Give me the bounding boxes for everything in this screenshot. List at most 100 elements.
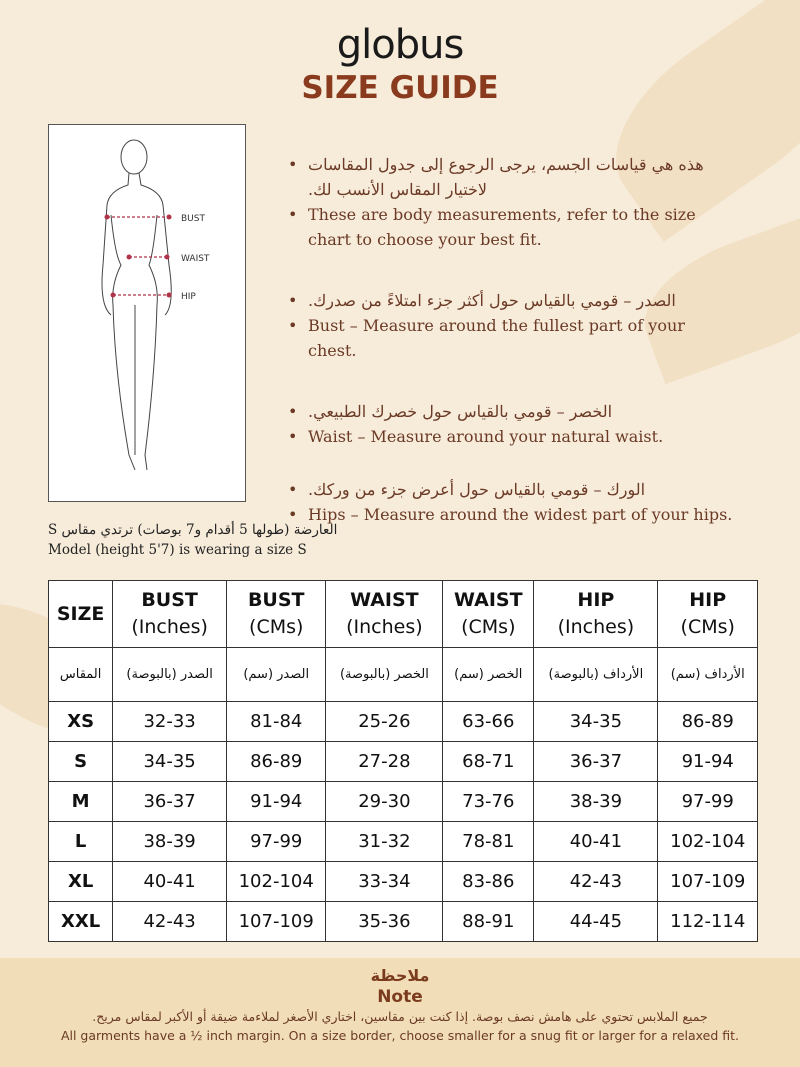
- column-header-unit: (Inches): [346, 616, 423, 638]
- measurement-cell: 27-28: [325, 741, 444, 782]
- body-measurement-figure: BUST WAIST HIP: [48, 124, 246, 502]
- size-cell: L: [47, 821, 114, 862]
- column-header-main: SIZE: [56, 602, 105, 625]
- column-header-arabic: الأرداف (سم): [657, 647, 758, 702]
- measurement-cell: 33-34: [325, 861, 444, 902]
- size-cell: XL: [47, 861, 114, 902]
- column-header-main: WAIST: [454, 589, 523, 611]
- measurement-cell: 91-94: [657, 741, 758, 782]
- column-header-unit: (Inches): [131, 616, 208, 638]
- table-row: M 36-37 91-94 29-30 73-76 38-39 97-99: [47, 781, 758, 822]
- size-cell: XS: [47, 701, 114, 742]
- column-header-arabic: الخصر (سم): [442, 647, 535, 702]
- instruction-bust: الصدر – قومي بالقياس حول أكثر جزء امتلاء…: [288, 288, 738, 363]
- instruction-en: Hips – Measure around the widest part of…: [288, 502, 738, 527]
- column-header: HIP (Inches): [533, 580, 659, 648]
- instruction-ar: الخصر – قومي بالقياس حول خصرك الطبيعي.: [288, 399, 738, 424]
- table-row: L 38-39 97-99 31-32 78-81 40-41 102-104: [47, 821, 758, 862]
- brand-logo: globus: [336, 22, 465, 68]
- instruction-en: Waist – Measure around your natural wais…: [288, 424, 738, 449]
- instruction-ar: الورك – قومي بالقياس حول أعرض جزء من ورك…: [288, 477, 738, 502]
- measurement-cell: 78-81: [442, 821, 535, 862]
- table-body: XS 32-33 81-84 25-26 63-66 34-35 86-89 S 34-35 86…: [47, 701, 758, 942]
- column-header-main: HIP: [577, 589, 615, 611]
- column-header-main: WAIST: [350, 589, 419, 611]
- note-text-ar: جميع الملابس تحتوي على هامش نصف بوصة. إذ…: [92, 1009, 708, 1024]
- measurement-cell: 86-89: [225, 741, 327, 782]
- measurement-cell: 40-41: [112, 861, 227, 902]
- measurement-cell: 38-39: [112, 821, 227, 862]
- measurement-cell: 107-109: [225, 901, 327, 942]
- measurement-cell: 34-35: [533, 701, 659, 742]
- column-header-arabic: المقاس: [47, 647, 114, 702]
- measurement-cell: 107-109: [657, 861, 758, 902]
- measurement-cell: 102-104: [225, 861, 327, 902]
- measurement-cell: 83-86: [442, 861, 535, 902]
- size-chart-table: SIZE BUST (Inches) BUST (CMs) WAIST (Inches) WA…: [47, 580, 758, 942]
- table-row: XL 40-41 102-104 33-34 83-86 42-43 107-109: [47, 861, 758, 902]
- measurement-cell: 31-32: [325, 821, 444, 862]
- instruction-general: هذه هي قياسات الجسم، يرجى الرجوع إلى جدو…: [288, 152, 738, 252]
- measurement-cell: 25-26: [325, 701, 444, 742]
- column-header-unit: (CMs): [249, 616, 304, 638]
- column-header: HIP (CMs): [657, 580, 758, 648]
- measurement-cell: 81-84: [225, 701, 327, 742]
- column-header-unit: (CMs): [461, 616, 516, 638]
- measurement-cell: 68-71: [442, 741, 535, 782]
- measurement-cell: 40-41: [533, 821, 659, 862]
- measurement-cell: 32-33: [112, 701, 227, 742]
- column-header-arabic: الصدر (بالبوصة): [112, 647, 227, 702]
- note-text-en: All garments have a ½ inch margin. On a …: [60, 1028, 740, 1043]
- instruction-en: Bust – Measure around the fullest part o…: [288, 313, 738, 363]
- column-header-unit: (Inches): [557, 616, 635, 638]
- page-title: SIZE GUIDE: [301, 70, 499, 106]
- hip-label: HIP: [181, 292, 196, 302]
- note-title-en: Note: [377, 987, 423, 1007]
- measurement-cell: 34-35: [112, 741, 227, 782]
- measurement-cell: 91-94: [225, 781, 327, 822]
- header-row-arabic: المقاس الصدر (بالبوصة) الصدر (سم) الخصر (با…: [47, 647, 758, 702]
- measurement-instructions: هذه هي قياسات الجسم، يرجى الرجوع إلى جدو…: [288, 152, 738, 553]
- column-header-unit: (CMs): [680, 616, 735, 638]
- measurement-cell: 42-43: [112, 901, 227, 942]
- table-row: XXL 42-43 107-109 35-36 88-91 44-45 112-114: [47, 901, 758, 942]
- column-header-arabic: الخصر (بالبوصة): [325, 647, 444, 702]
- column-header-main: BUST: [141, 589, 198, 611]
- measurement-cell: 73-76: [442, 781, 535, 822]
- size-cell: XXL: [47, 901, 114, 942]
- instruction-ar: هذه هي قياسات الجسم، يرجى الرجوع إلى جدو…: [288, 152, 738, 202]
- table-row: S 34-35 86-89 27-28 68-71 36-37 91-94: [47, 741, 758, 782]
- note-title-ar: ملاحظة: [370, 966, 430, 985]
- instruction-waist: الخصر – قومي بالقياس حول خصرك الطبيعي. W…: [288, 399, 738, 449]
- measurement-cell: 42-43: [533, 861, 659, 902]
- column-header: WAIST (CMs): [442, 580, 535, 648]
- waist-label: WAIST: [181, 254, 210, 264]
- column-header-arabic: الأرداف (بالبوصة): [533, 647, 659, 702]
- size-cell: S: [47, 741, 114, 782]
- bust-label: BUST: [181, 214, 205, 224]
- measurement-cell: 86-89: [657, 701, 758, 742]
- measurement-cell: 88-91: [442, 901, 535, 942]
- header-row: SIZE BUST (Inches) BUST (CMs) WAIST (Inches) WA…: [47, 580, 758, 648]
- instruction-ar: الصدر – قومي بالقياس حول أكثر جزء امتلاء…: [288, 288, 738, 313]
- measurement-cell: 29-30: [325, 781, 444, 822]
- measurement-cell: 44-45: [533, 901, 659, 942]
- measurement-cell: 102-104: [657, 821, 758, 862]
- measurement-cell: 36-37: [112, 781, 227, 822]
- measurement-cell: 63-66: [442, 701, 535, 742]
- column-header: SIZE: [47, 580, 114, 648]
- measurement-cell: 36-37: [533, 741, 659, 782]
- measurement-cell: 97-99: [225, 821, 327, 862]
- measurement-cell: 38-39: [533, 781, 659, 822]
- column-header: BUST (Inches): [112, 580, 227, 648]
- model-caption: العارضة (طولها 5 أقدام و7 بوصات) ترتدي م…: [48, 520, 337, 560]
- size-cell: M: [47, 781, 114, 822]
- measurement-cell: 112-114: [657, 901, 758, 942]
- instruction-hips: الورك – قومي بالقياس حول أعرض جزء من ورك…: [288, 477, 738, 527]
- table-row: XS 32-33 81-84 25-26 63-66 34-35 86-89: [47, 701, 758, 742]
- measurement-cell: 35-36: [325, 901, 444, 942]
- column-header: BUST (CMs): [225, 580, 327, 648]
- instruction-en: These are body measurements, refer to th…: [288, 202, 738, 252]
- measurement-cell: 97-99: [657, 781, 758, 822]
